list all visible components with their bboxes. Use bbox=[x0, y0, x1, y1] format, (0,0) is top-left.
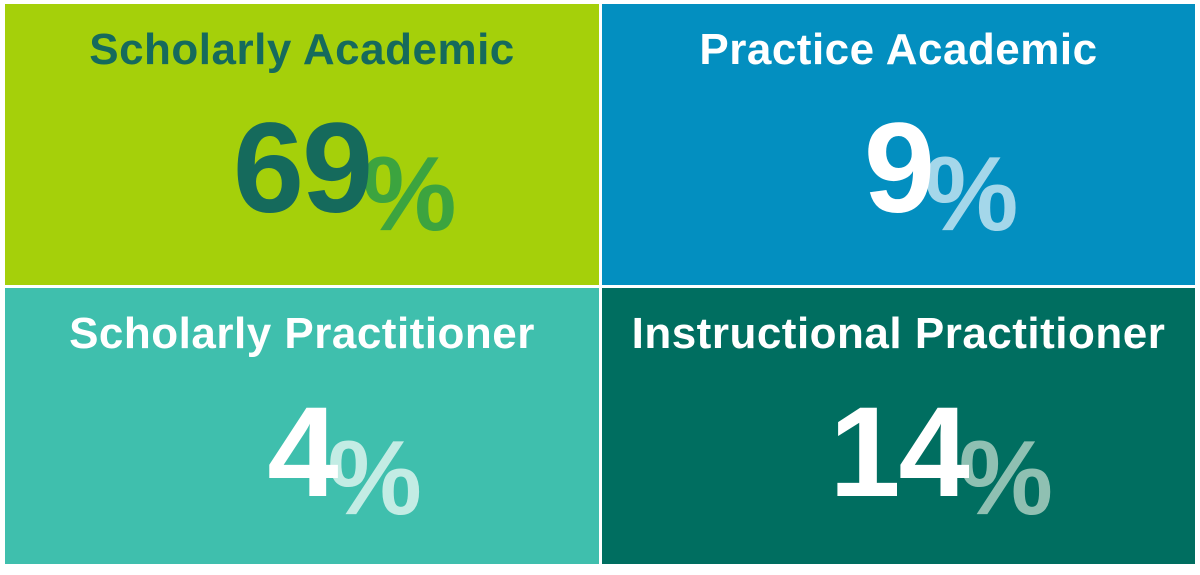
quadrant-label: Scholarly Practitioner bbox=[69, 309, 535, 358]
quadrant-label: Scholarly Academic bbox=[89, 25, 515, 74]
percent-value: 9 bbox=[863, 97, 935, 240]
percent-value: 69 bbox=[232, 97, 373, 240]
percent-sign: % bbox=[327, 419, 422, 537]
percent-value-group: % 4 bbox=[267, 381, 421, 532]
quadrant-label: Practice Academic bbox=[699, 25, 1098, 74]
quadrant-tile-practice-academic: Practice Academic % 9 bbox=[602, 4, 1195, 285]
quadrant-tile-instructional-practitioner: Instructional Practitioner % 14 bbox=[602, 288, 1195, 564]
quadrant-label: Instructional Practitioner bbox=[631, 309, 1166, 358]
percent-value-group: % 14 bbox=[829, 381, 1053, 532]
quadrant-grid: Scholarly Academic % 69 Practice Academi… bbox=[5, 4, 1195, 564]
percent-sign: % bbox=[924, 135, 1019, 253]
percent-sign: % bbox=[958, 419, 1053, 537]
percent-value: 14 bbox=[829, 381, 969, 524]
percent-sign: % bbox=[362, 135, 457, 253]
percent-value-group: % 9 bbox=[863, 97, 1018, 248]
quadrant-tile-scholarly-practitioner: Scholarly Practitioner % 4 bbox=[5, 288, 599, 564]
quadrant-tile-scholarly-academic: Scholarly Academic % 69 bbox=[5, 4, 599, 285]
percent-value-group: % 69 bbox=[232, 97, 457, 248]
percent-value: 4 bbox=[267, 381, 338, 524]
